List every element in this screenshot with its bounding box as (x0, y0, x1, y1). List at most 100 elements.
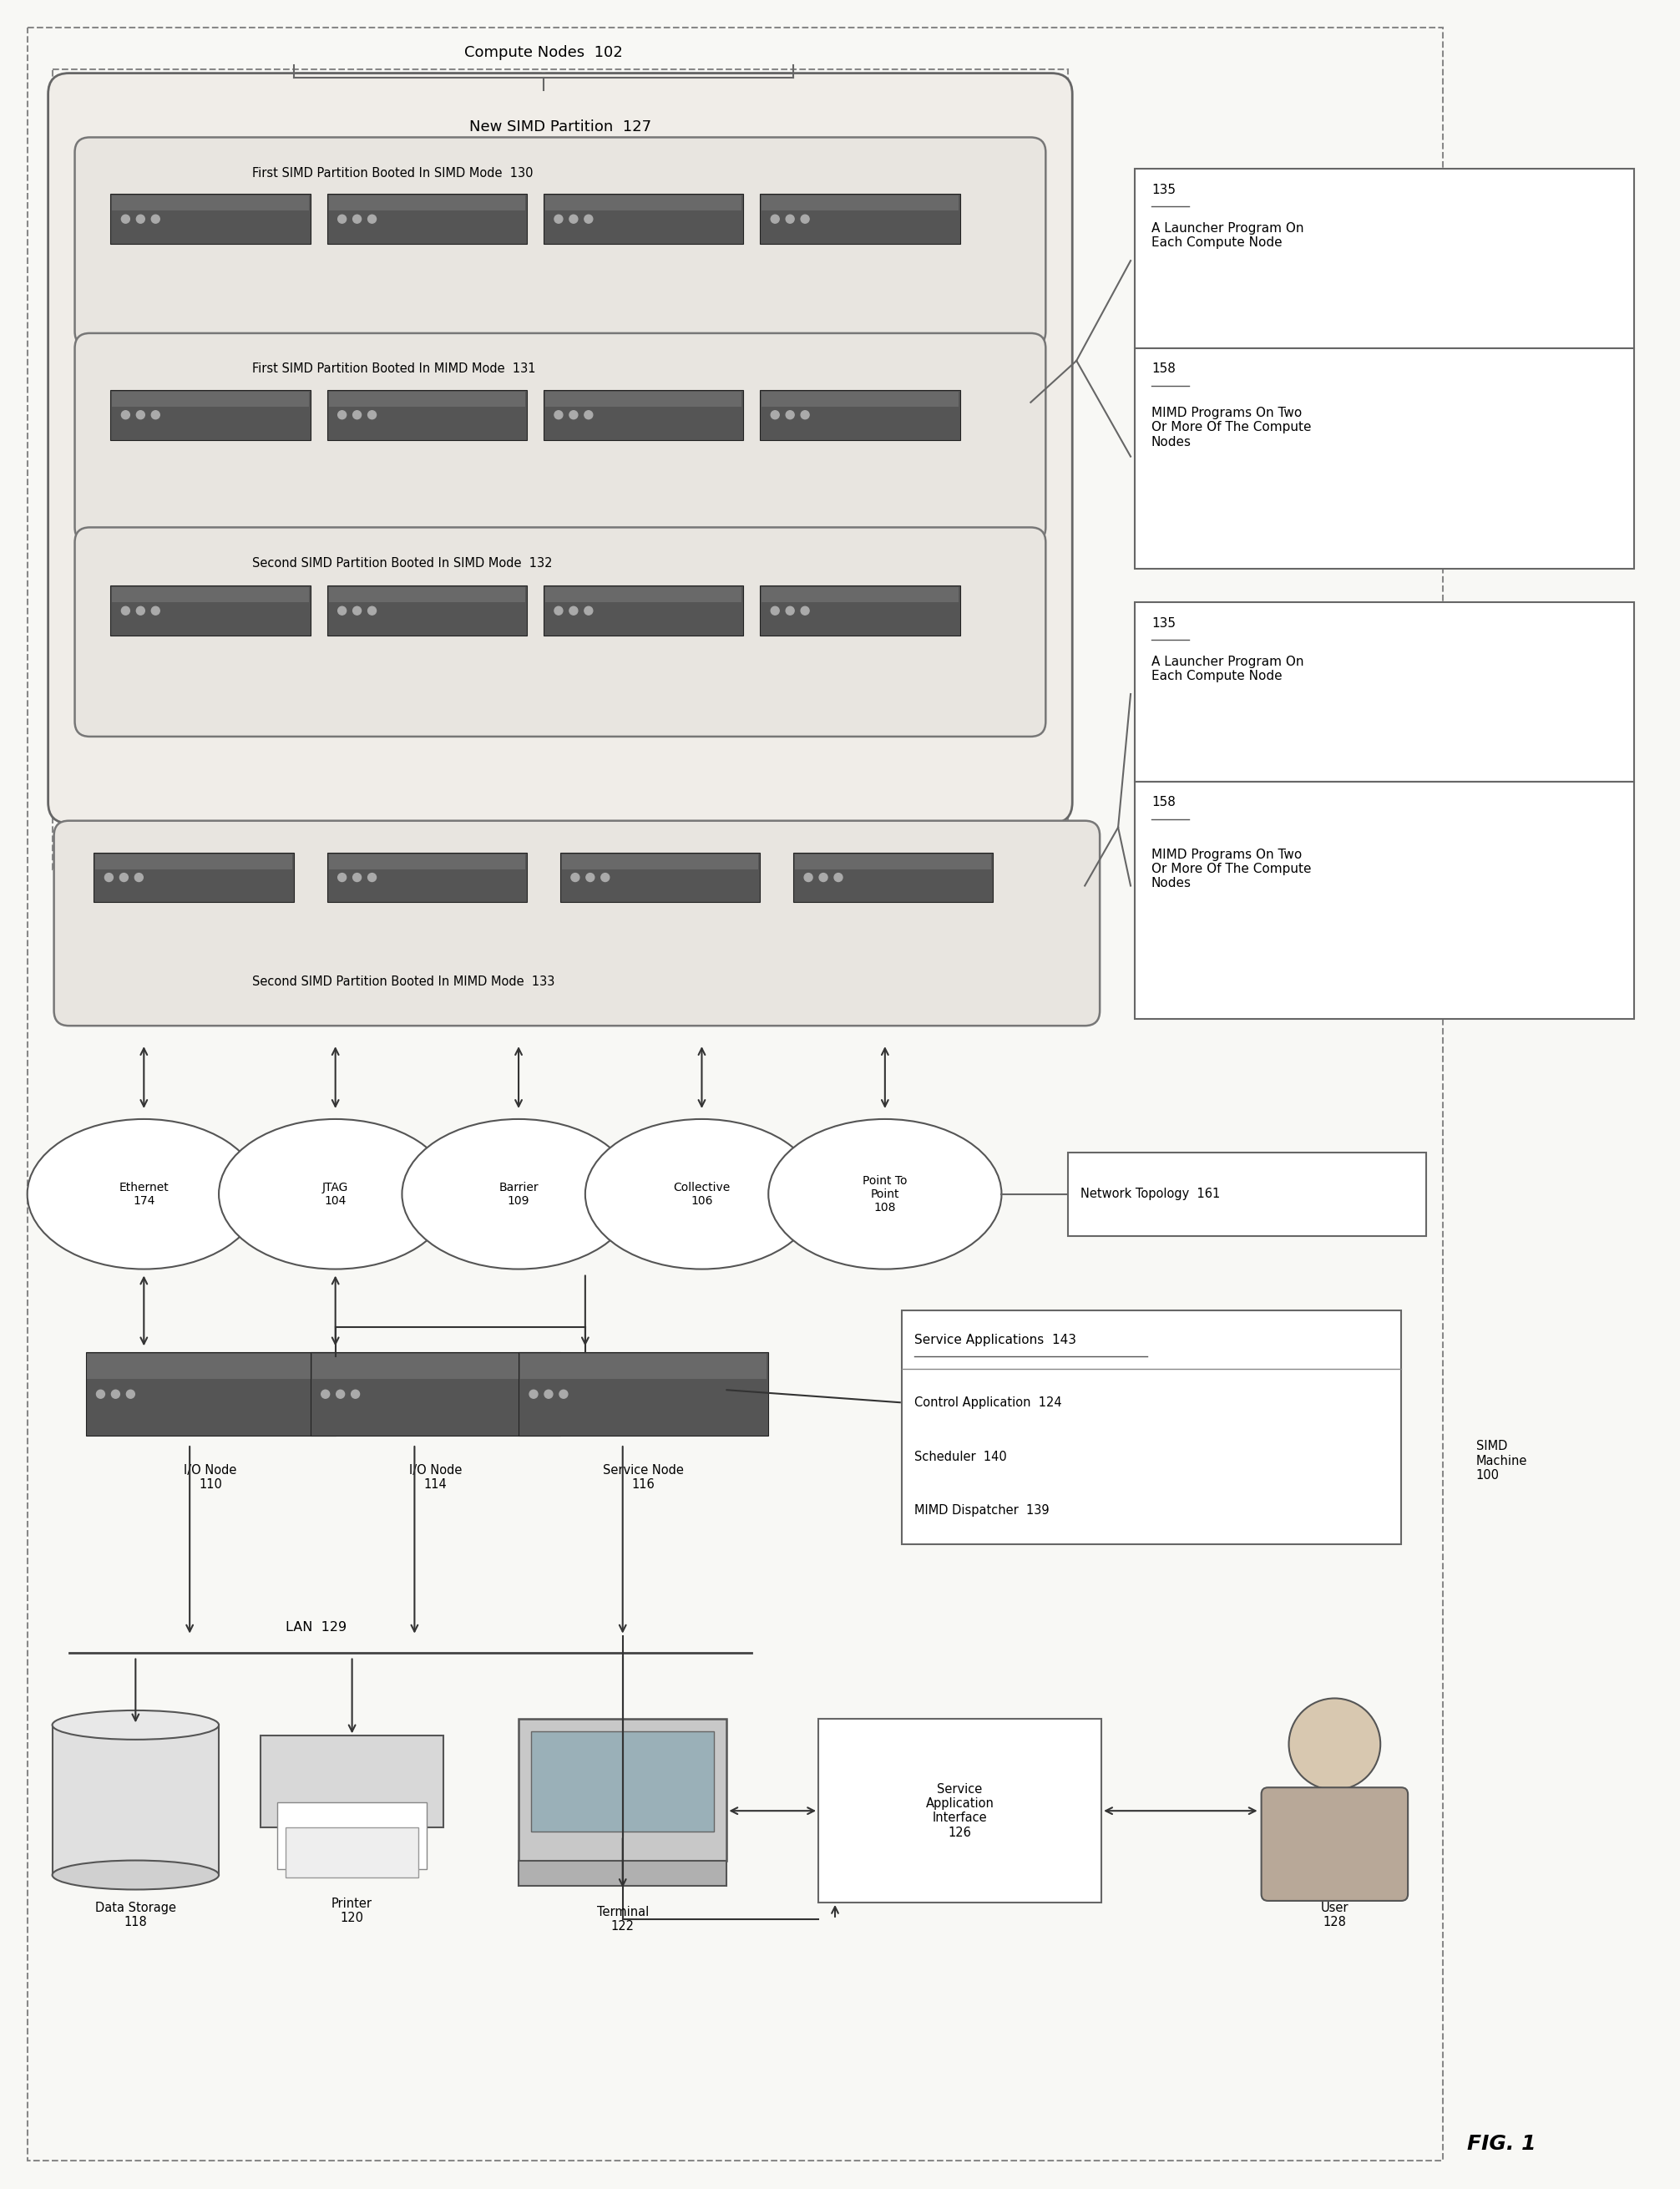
Text: 158: 158 (1151, 797, 1176, 808)
Bar (286, 1828, 418, 1878)
Text: JTAG
104: JTAG 104 (323, 1182, 348, 1206)
Circle shape (771, 215, 780, 223)
Text: 158: 158 (1151, 363, 1176, 374)
Bar (546, 195, 743, 210)
Circle shape (121, 215, 129, 223)
Bar (818, 1718, 1102, 1902)
Text: Terminal
122: Terminal 122 (596, 1907, 648, 1933)
Circle shape (554, 412, 563, 418)
Circle shape (353, 412, 361, 418)
Text: MIMD Programs On Two
Or More Of The Compute
Nodes: MIMD Programs On Two Or More Of The Comp… (1151, 849, 1312, 891)
Circle shape (111, 1390, 119, 1399)
Bar (561, 854, 758, 869)
Circle shape (136, 606, 144, 615)
Ellipse shape (27, 1119, 260, 1270)
Text: I/O Node
110: I/O Node 110 (185, 1464, 237, 1491)
Circle shape (338, 606, 346, 615)
Bar (94, 852, 294, 902)
Circle shape (771, 606, 780, 615)
Circle shape (554, 606, 563, 615)
Bar (328, 390, 528, 440)
Text: First SIMD Partition Booted In MIMD Mode  131: First SIMD Partition Booted In MIMD Mode… (252, 363, 536, 374)
Text: Second SIMD Partition Booted In MIMD Mode  133: Second SIMD Partition Booted In MIMD Mod… (252, 976, 554, 987)
Bar (311, 1353, 559, 1436)
Circle shape (585, 215, 593, 223)
Text: Service Node
116: Service Node 116 (603, 1464, 684, 1491)
Bar (759, 390, 959, 440)
Circle shape (1289, 1699, 1381, 1791)
Bar (559, 852, 759, 902)
Circle shape (786, 606, 795, 615)
Bar (546, 392, 743, 407)
Circle shape (151, 606, 160, 615)
Ellipse shape (585, 1119, 818, 1270)
Bar (328, 852, 528, 902)
Circle shape (104, 873, 113, 882)
Circle shape (136, 215, 144, 223)
Bar (111, 195, 311, 243)
Bar (544, 587, 744, 635)
Text: Second SIMD Partition Booted In SIMD Mode  132: Second SIMD Partition Booted In SIMD Mod… (252, 556, 553, 569)
Text: Data Storage
118: Data Storage 118 (96, 1902, 176, 1929)
Bar (52, 1725, 218, 1876)
FancyBboxPatch shape (76, 528, 1045, 736)
Text: Printer
120: Printer 120 (331, 1898, 373, 1924)
Bar (52, 70, 1068, 869)
Bar (761, 392, 958, 407)
Circle shape (338, 873, 346, 882)
Text: 135: 135 (1151, 184, 1176, 197)
Text: New SIMD Partition  127: New SIMD Partition 127 (469, 120, 652, 136)
Bar (27, 26, 1443, 2161)
Text: FIG. 1: FIG. 1 (1467, 2134, 1536, 2154)
Circle shape (820, 873, 828, 882)
Bar (113, 195, 309, 210)
Bar (328, 195, 528, 243)
Circle shape (786, 215, 795, 223)
Bar (521, 1355, 766, 1379)
Circle shape (368, 606, 376, 615)
Bar (328, 587, 528, 635)
Bar (329, 392, 526, 407)
Bar (113, 392, 309, 407)
Bar (1068, 1151, 1426, 1237)
Circle shape (353, 606, 361, 615)
Bar (519, 1861, 727, 1885)
Text: Collective
106: Collective 106 (674, 1182, 731, 1206)
Circle shape (601, 873, 610, 882)
Text: Barrier
109: Barrier 109 (499, 1182, 539, 1206)
Circle shape (570, 215, 578, 223)
Circle shape (786, 412, 795, 418)
Bar (519, 1353, 768, 1436)
Circle shape (353, 873, 361, 882)
Circle shape (570, 606, 578, 615)
Text: Ethernet
174: Ethernet 174 (119, 1182, 168, 1206)
Circle shape (570, 412, 578, 418)
Circle shape (136, 412, 144, 418)
Text: MIMD Dispatcher  139: MIMD Dispatcher 139 (914, 1504, 1048, 1517)
Circle shape (151, 412, 160, 418)
Text: A Launcher Program On
Each Compute Node: A Launcher Program On Each Compute Node (1151, 655, 1304, 683)
Bar (329, 195, 526, 210)
Bar (531, 1731, 714, 1832)
Bar (759, 195, 959, 243)
Bar (761, 587, 958, 602)
Bar (111, 587, 311, 635)
Bar (111, 390, 311, 440)
Circle shape (801, 606, 810, 615)
Bar (902, 1311, 1401, 1543)
Text: User
128: User 128 (1320, 1902, 1349, 1929)
Circle shape (321, 1390, 329, 1399)
Circle shape (585, 606, 593, 615)
Text: Control Application  124: Control Application 124 (914, 1397, 1062, 1410)
Circle shape (805, 873, 813, 882)
Ellipse shape (52, 1861, 218, 1889)
Bar (86, 1353, 336, 1436)
Circle shape (121, 606, 129, 615)
Circle shape (151, 215, 160, 223)
Bar (329, 854, 526, 869)
Circle shape (368, 412, 376, 418)
Text: MIMD Programs On Two
Or More Of The Compute
Nodes: MIMD Programs On Two Or More Of The Comp… (1151, 407, 1312, 449)
Text: Network Topology  161: Network Topology 161 (1080, 1189, 1220, 1200)
Text: A Launcher Program On
Each Compute Node: A Launcher Program On Each Compute Node (1151, 221, 1304, 250)
Bar (761, 195, 958, 210)
